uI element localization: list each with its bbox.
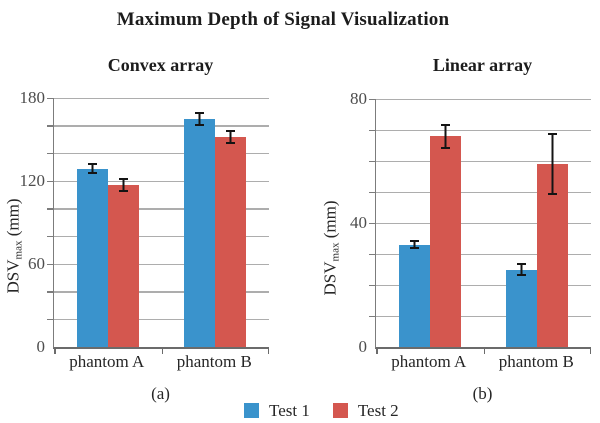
gridline — [376, 98, 591, 100]
legend-swatch-test-2 — [332, 403, 348, 418]
chart-title-convex: Convex array — [107, 55, 214, 75]
bar-test-1-phantom-b — [506, 269, 538, 347]
y-tick-label: 0 — [358, 337, 368, 356]
x-tick-mark — [376, 349, 378, 354]
x-tick-mark — [54, 349, 56, 354]
y-tick-mark — [46, 318, 53, 321]
figure-title: Maximum Depth of Signal Visualization — [116, 9, 450, 30]
panel-label-b: (b) — [472, 384, 493, 403]
gridline — [54, 152, 269, 155]
plot-area — [46, 97, 269, 354]
y-tick-mark — [368, 160, 375, 162]
gridline — [54, 291, 269, 293]
y-tick-mark — [46, 263, 53, 265]
gridline — [376, 284, 591, 286]
gridline — [54, 263, 269, 265]
y-tick-mark — [46, 125, 53, 127]
error-bar-test-1-phantom-a — [409, 240, 419, 250]
legend-item-test-1: Test 1 — [244, 402, 310, 419]
y-tick-mark — [368, 284, 375, 286]
error-bar-test-2-phantom-a — [440, 123, 450, 149]
chart-panel-linear-array: Linear array DSVmax (mm) 0 40 80 phantom A… — [321, 0, 600, 423]
y-tick-mark — [46, 152, 53, 155]
y-tick-mark — [46, 235, 53, 238]
bar-test-1-phantom-b — [184, 118, 216, 347]
y-tick-label: 80 — [350, 89, 367, 108]
bar-test-2-phantom-b — [215, 136, 247, 347]
error-bar-test-2-phantom-a — [118, 178, 128, 193]
gridline — [376, 222, 591, 224]
gridline — [376, 253, 591, 255]
gridline — [376, 129, 591, 131]
chart-title-linear: Linear array — [432, 55, 533, 75]
x-category-labels: phantom A phantom B — [375, 352, 590, 372]
x-tick-mark — [161, 349, 163, 354]
gridline — [54, 208, 269, 210]
bar-test-1-phantom-a — [398, 244, 430, 347]
legend-label-test-2: Test 2 — [357, 401, 399, 420]
y-tick-mark — [368, 222, 375, 224]
y-tick-mark — [368, 253, 375, 255]
gridline — [376, 160, 591, 162]
bar-test-1-phantom-a — [76, 168, 108, 347]
legend: Test 1 Test 2 — [244, 402, 399, 419]
bar-test-2-phantom-a — [429, 136, 461, 347]
y-tick-mark — [46, 208, 53, 210]
category-label-phantom-a: phantom A — [69, 352, 145, 371]
y-tick-label: 60 — [28, 254, 45, 273]
y-tick-label: 40 — [350, 213, 367, 232]
y-tick-labels: 0 40 80 — [322, 90, 367, 356]
gridline — [54, 318, 269, 321]
y-tick-mark — [368, 129, 375, 131]
x-category-labels: phantom A phantom B — [53, 352, 268, 372]
gridline — [376, 191, 591, 193]
y-tick-label: 180 — [19, 88, 46, 107]
error-bar-test-1-phantom-b — [195, 111, 205, 126]
y-tick-mark — [368, 191, 375, 193]
bar-test-2-phantom-a — [107, 185, 139, 347]
y-tick-mark — [46, 180, 53, 182]
error-bar-test-1-phantom-b — [517, 263, 527, 276]
y-tick-mark — [46, 97, 53, 99]
error-bar-test-2-phantom-b — [226, 129, 236, 144]
gridline — [376, 315, 591, 317]
legend-swatch-test-1 — [244, 403, 259, 418]
x-tick-mark — [267, 349, 269, 354]
category-label-phantom-b: phantom B — [176, 352, 252, 371]
y-tick-label: 0 — [36, 337, 46, 356]
legend-label-test-1: Test 1 — [269, 401, 310, 420]
gridline — [54, 97, 269, 99]
legend-item-test-2: Test 2 — [332, 401, 399, 420]
category-label-phantom-a: phantom A — [391, 352, 467, 371]
error-bar-test-1-phantom-a — [87, 163, 97, 175]
y-tick-mark — [368, 315, 375, 317]
gridline — [54, 235, 269, 238]
y-tick-mark — [46, 291, 53, 293]
y-tick-labels: 0 60 120 180 — [0, 89, 46, 356]
plot-area — [368, 98, 591, 354]
y-tick-label: 120 — [19, 171, 46, 190]
x-tick-mark — [589, 349, 591, 354]
panel-label-a: (a) — [151, 384, 170, 403]
y-tick-mark — [368, 98, 375, 100]
gridline — [54, 180, 269, 182]
x-tick-mark — [483, 349, 485, 354]
chart-panel-convex-array: Convex array DSVmax (mm) 0 60 120 180 phant… — [0, 55, 269, 403]
gridline — [54, 125, 269, 127]
error-bar-test-2-phantom-b — [548, 133, 558, 196]
category-label-phantom-b: phantom B — [498, 352, 574, 371]
